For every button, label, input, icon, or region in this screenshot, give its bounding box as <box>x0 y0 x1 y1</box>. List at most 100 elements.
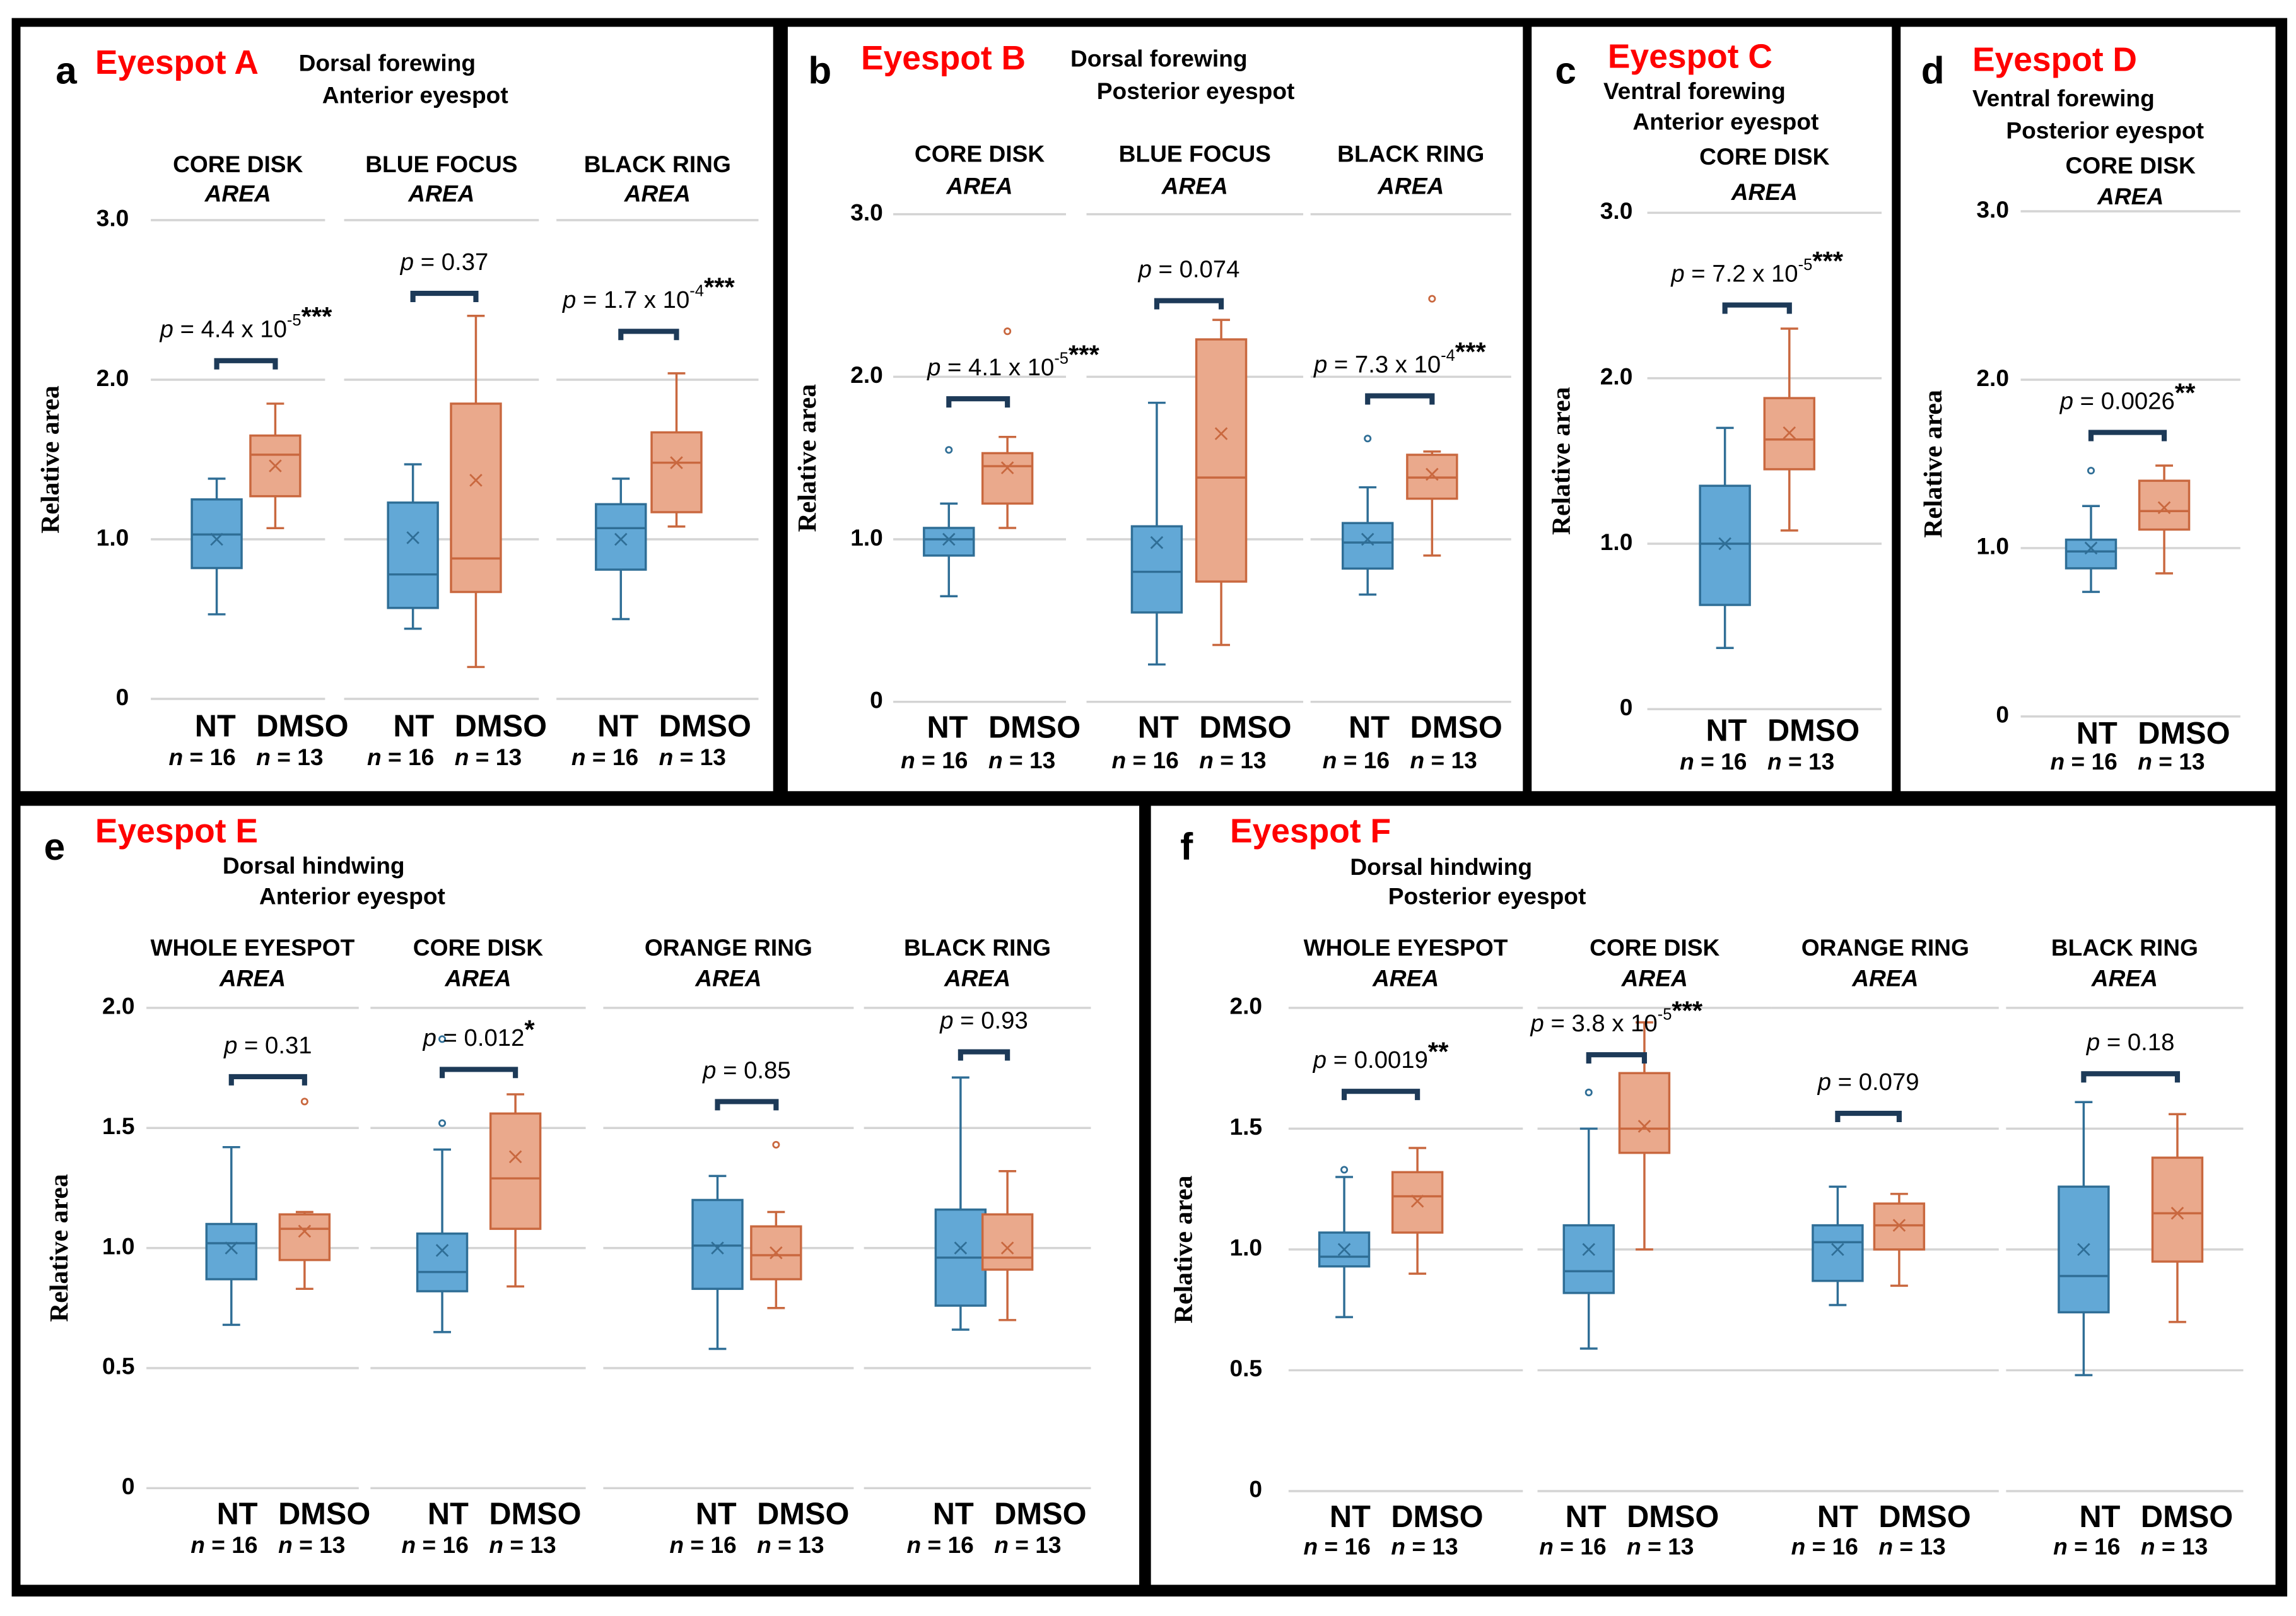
group-label: NT <box>217 1497 258 1531</box>
p-exponent: -5 <box>1658 1005 1672 1023</box>
sample-size: n = 13 <box>455 744 522 770</box>
box-iqr <box>981 452 1034 505</box>
n-value: 13 <box>1029 747 1055 773</box>
panel-letter: c <box>1555 49 1576 92</box>
mean-marker <box>1637 1120 1651 1133</box>
group-label: NT <box>428 1497 469 1531</box>
group-label: NT <box>1138 711 1179 745</box>
box-iqr <box>1618 1072 1671 1154</box>
subplot-title: CORE DISK <box>2066 152 2196 179</box>
n-symbol: n <box>256 744 271 770</box>
y-tick-label: 0.5 <box>102 1353 135 1379</box>
subplot-subtitle: AREA <box>1377 173 1444 199</box>
n-value: 16 <box>1345 1533 1371 1559</box>
n-value: 13 <box>297 744 323 770</box>
p-value: 0.074 <box>1180 255 1240 283</box>
n-equals: = <box>771 1531 798 1558</box>
group-label: NT <box>1817 1500 1858 1534</box>
sample-size: n = 16 <box>1111 747 1178 773</box>
n-equals: = <box>915 747 942 773</box>
significance-stars: *** <box>704 272 735 302</box>
p-equals: = <box>1685 260 1713 287</box>
significance-stars: *** <box>1672 995 1703 1025</box>
p-value: 0.0026 <box>2101 387 2175 414</box>
group-label: DMSO <box>2138 717 2230 751</box>
p-value-label: p = 1.7 x 10-4*** <box>562 272 735 314</box>
sample-size: n = 16 <box>901 747 968 773</box>
n-equals: = <box>1805 1533 1832 1559</box>
n-symbol: n <box>1539 1533 1554 1559</box>
p-symbol: p <box>1138 255 1152 283</box>
group-label: NT <box>2079 1500 2120 1534</box>
group-label: DMSO <box>1878 1500 1971 1534</box>
sample-size: n = 13 <box>489 1531 556 1558</box>
p-symbol: p <box>939 1007 953 1034</box>
group-label: DMSO <box>1391 1500 1483 1534</box>
panel-letter: b <box>808 49 831 92</box>
group-label: NT <box>597 709 638 743</box>
outlier-point <box>1340 1166 1349 1174</box>
n-symbol: n <box>190 1531 205 1558</box>
subplot-subtitle: AREA <box>219 965 286 992</box>
mean-marker <box>942 532 956 546</box>
group-label: DMSO <box>757 1497 849 1531</box>
sample-size: n = 13 <box>757 1531 824 1558</box>
panel-subtitle-eyespot: Posterior eyespot <box>1388 883 1586 910</box>
box-iqr <box>1195 338 1248 583</box>
p-value: 7.3 x 10 <box>1355 351 1441 378</box>
significance-stars: *** <box>302 302 333 331</box>
p-value-label: p = 0.31 <box>223 1032 312 1059</box>
panel-background <box>1901 26 2276 792</box>
p-value: 4.1 x 10 <box>968 354 1054 381</box>
n-symbol: n <box>1323 747 1337 773</box>
n-value: 13 <box>2182 1533 2208 1559</box>
p-value: 0.18 <box>2128 1029 2175 1056</box>
subplot-title: BLUE FOCUS <box>365 151 517 177</box>
box-iqr <box>387 501 439 609</box>
group-label: DMSO <box>1767 713 1860 747</box>
panel-background <box>20 26 773 792</box>
n-value: 13 <box>1451 747 1477 773</box>
significance-bracket <box>946 396 1010 408</box>
mean-marker <box>469 474 483 487</box>
sample-size: n = 13 <box>1627 1533 1694 1559</box>
subplot-subtitle: AREA <box>1851 965 1918 992</box>
p-value-label: p = 4.4 x 10-5*** <box>160 302 332 343</box>
y-tick-label: 0 <box>122 1473 135 1499</box>
y-tick-label: 0.5 <box>1229 1355 1262 1381</box>
p-value: 1.7 x 10 <box>604 286 689 313</box>
panel-title: Eyespot A <box>95 44 259 81</box>
subplot-title: CORE DISK <box>1590 934 1719 961</box>
panel-subtitle-eyespot: Posterior eyespot <box>1097 78 1295 104</box>
panel-f: f Eyespot F Dorsal hindwing Posterior eyesp… <box>1151 805 2276 1585</box>
sample-size: n = 13 <box>994 1531 1061 1558</box>
p-equals: = <box>1152 255 1180 283</box>
mean-marker <box>614 532 628 546</box>
n-value: 13 <box>319 1531 345 1558</box>
box-nt: NTn = 16 <box>168 477 243 770</box>
n-equals: = <box>921 1531 947 1558</box>
subplot-title: ORANGE RING <box>1801 934 1969 961</box>
y-axis-label: Relative area <box>45 1174 74 1322</box>
y-tick-label: 2.0 <box>850 361 883 388</box>
box-iqr <box>416 1232 469 1292</box>
y-tick-label: 2.0 <box>1976 365 2009 391</box>
significance-bracket <box>2081 1071 2181 1083</box>
sample-size: n = 16 <box>2053 1533 2120 1559</box>
n-equals: = <box>271 744 297 770</box>
mean-marker <box>2084 541 2098 555</box>
significance-bracket <box>715 1099 779 1111</box>
box-nt: NTn = 16 <box>669 1174 744 1558</box>
p-value: 0.93 <box>981 1007 1028 1034</box>
mean-marker <box>1718 537 1731 551</box>
n-symbol: n <box>2053 1533 2068 1559</box>
panel-background <box>20 805 1140 1585</box>
p-value-label: p = 0.079 <box>1817 1069 1919 1096</box>
outlier-point <box>772 1140 780 1149</box>
panel-letter: a <box>56 49 77 92</box>
mean-marker <box>1892 1219 1906 1232</box>
p-value: 3.8 x 10 <box>1571 1010 1657 1037</box>
